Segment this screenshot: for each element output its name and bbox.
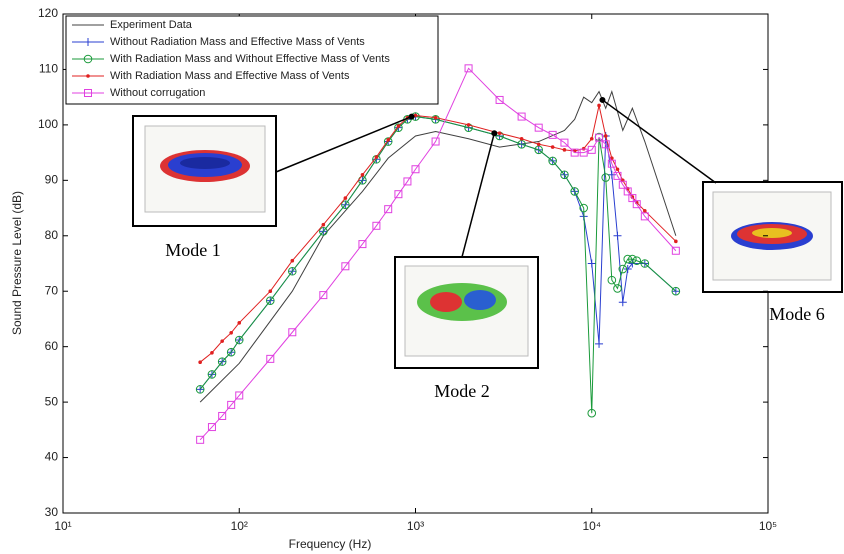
- data-marker: [563, 148, 567, 152]
- data-marker: [344, 196, 348, 200]
- data-marker: [322, 223, 326, 227]
- data-marker: [210, 351, 214, 355]
- data-marker: [375, 155, 379, 159]
- legend-label: With Radiation Mass and Without Effectiv…: [110, 53, 390, 65]
- annotation-dot: [409, 114, 415, 120]
- legend-label: Without Radiation Mass and Effective Mas…: [110, 36, 365, 48]
- data-marker: [614, 232, 622, 240]
- data-marker: [595, 340, 603, 348]
- inset-mode-2: [395, 257, 538, 368]
- annotation-label: Mode 6: [769, 304, 825, 324]
- annotation-label: Mode 2: [434, 381, 490, 401]
- y-tick-label: 100: [38, 117, 58, 131]
- data-marker: [551, 145, 555, 149]
- y-tick-label: 60: [45, 339, 59, 353]
- data-marker: [537, 142, 541, 146]
- leader-line: [462, 133, 494, 257]
- legend: Experiment Data Without Radiation Mass an…: [66, 16, 438, 104]
- data-marker: [597, 104, 601, 108]
- data-marker: [520, 137, 524, 141]
- data-marker: [198, 360, 202, 364]
- data-marker: [674, 240, 678, 244]
- data-marker: [434, 116, 438, 120]
- data-marker: [291, 259, 295, 263]
- y-tick-label: 120: [38, 6, 58, 20]
- y-tick-label: 30: [45, 505, 59, 519]
- data-marker: [588, 260, 596, 268]
- y-axis-label: Sound Pressure Level (dB): [10, 191, 24, 335]
- insets: [133, 116, 842, 368]
- data-marker: [386, 138, 390, 142]
- leader-line: [602, 100, 716, 183]
- data-marker: [604, 134, 608, 138]
- annotation-dot: [599, 97, 605, 103]
- y-tick-label: 70: [45, 283, 59, 297]
- data-marker: [237, 321, 241, 325]
- data-marker: [616, 167, 620, 171]
- x-tick-label: 10⁴: [582, 519, 601, 533]
- legend-label: Experiment Data: [110, 19, 193, 31]
- data-marker: [619, 298, 627, 306]
- data-marker: [268, 289, 272, 293]
- legend-label: With Radiation Mass and Effective Mass o…: [110, 70, 350, 82]
- x-axis-label: Frequency (Hz): [289, 537, 372, 551]
- legend-label: Without corrugation: [110, 87, 205, 99]
- data-marker: [643, 209, 647, 213]
- data-marker: [397, 124, 401, 128]
- y-tick-label: 40: [45, 450, 59, 464]
- data-marker: [220, 339, 224, 343]
- x-tick-label: 10³: [407, 519, 424, 533]
- y-tick-label: 50: [45, 394, 59, 408]
- chart: Frequency (Hz) Sound Pressure Level (dB)…: [0, 0, 844, 554]
- annotation-label: Mode 1: [165, 240, 221, 260]
- y-tick-label: 90: [45, 173, 59, 187]
- x-tick-label: 10²: [231, 519, 248, 533]
- x-tick-label: 10¹: [54, 519, 71, 533]
- inset-mode-1: [133, 116, 276, 226]
- annotation-dot: [491, 130, 497, 136]
- inset-mode-6: [703, 182, 842, 292]
- y-tick-label: 110: [39, 62, 58, 76]
- data-marker: [590, 137, 594, 141]
- data-marker: [467, 123, 471, 127]
- data-marker: [498, 131, 502, 135]
- x-tick-label: 10⁵: [759, 519, 777, 533]
- data-marker: [361, 173, 365, 177]
- data-marker: [86, 74, 90, 78]
- data-marker: [229, 331, 233, 335]
- y-tick-label: 80: [45, 228, 59, 242]
